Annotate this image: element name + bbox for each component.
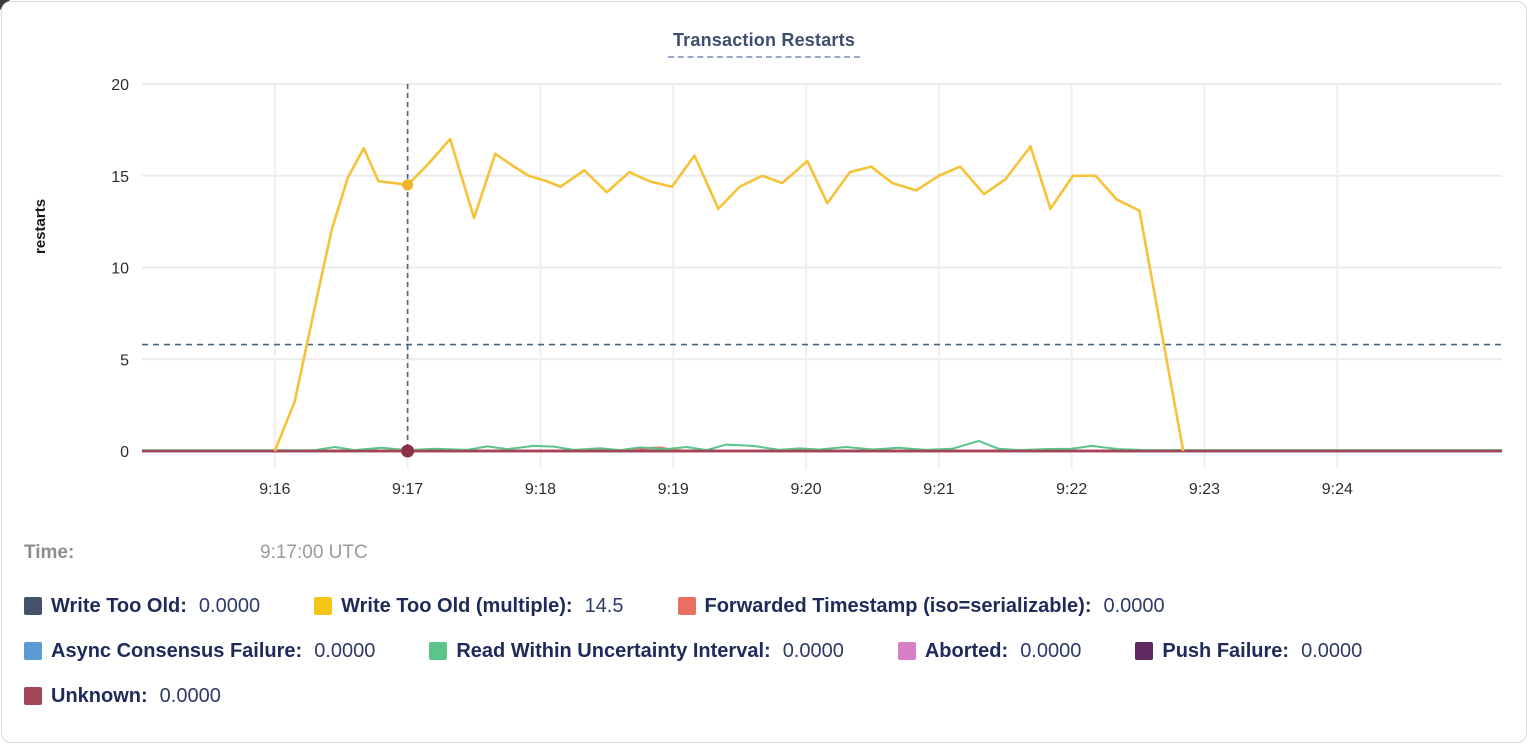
- x-tick-label: 9:19: [658, 481, 689, 498]
- legend-swatch-icon: [429, 642, 448, 660]
- y-axis-title: restarts: [32, 198, 49, 254]
- legend-label: Write Too Old (multiple):: [341, 594, 573, 617]
- legend-item[interactable]: Aborted: 0.0000: [897, 639, 1082, 663]
- legend-item[interactable]: Write Too Old: 0.0000: [24, 595, 260, 618]
- x-tick-label: 9:22: [1056, 481, 1087, 498]
- legend-label: Read Within Uncertainty Interval:: [456, 639, 771, 662]
- marker-dot: [401, 444, 415, 458]
- y-tick-label: 20: [111, 77, 129, 94]
- legend-value: 0.0000: [1301, 639, 1363, 662]
- y-tick-label: 15: [111, 169, 129, 186]
- legend-item[interactable]: Write Too Old (multiple): 14.5: [314, 594, 624, 618]
- legend-value: 0.0000: [1103, 594, 1165, 617]
- legend-value: 14.5: [584, 594, 624, 617]
- legend-value: 0.0000: [1020, 639, 1082, 662]
- legend-row: Write Too Old: 0.0000 Write Too Old (multi…: [24, 593, 1165, 619]
- x-tick-label: 9:18: [525, 481, 556, 498]
- series-line: [273, 137, 1185, 452]
- legend-item[interactable]: Push Failure: 0.0000: [1135, 640, 1362, 663]
- y-tick-label: 0: [120, 444, 129, 461]
- x-tick-label: 9:16: [259, 481, 290, 498]
- x-tick-label: 9:24: [1322, 481, 1353, 498]
- legend-swatch-icon: [24, 597, 42, 615]
- legend-label: Async Consensus Failure:: [51, 639, 303, 662]
- legend-label: Write Too Old:: [51, 594, 187, 617]
- chart-title[interactable]: Transaction Restarts: [667, 30, 861, 58]
- y-tick-label: 5: [120, 352, 129, 369]
- legend-item[interactable]: Forwarded Timestamp (iso=serializable): 0…: [677, 594, 1165, 618]
- legend-row: Async Consensus Failure: 0.0000 Read Withi…: [24, 638, 1362, 664]
- legend-item[interactable]: Read Within Uncertainty Interval: 0.0000: [429, 640, 844, 663]
- legend-label: Push Failure:: [1162, 639, 1290, 662]
- legend-value: 0.0000: [159, 684, 221, 707]
- series-line: [142, 439, 1502, 452]
- x-tick-label: 9:17: [392, 481, 423, 498]
- legend-swatch-icon: [1135, 642, 1154, 660]
- legend-label: Forwarded Timestamp (iso=serializable):: [704, 594, 1092, 617]
- legend-label: Unknown:: [51, 684, 148, 707]
- legend-item[interactable]: Unknown: 0.0000: [24, 685, 221, 708]
- legend-label: Aborted:: [924, 639, 1009, 662]
- legend-swatch-icon: [677, 597, 696, 615]
- legend-row: Unknown: 0.0000: [24, 683, 221, 709]
- legend-value: 0.0000: [782, 639, 844, 662]
- chart-svg[interactable]: 0 5 10 15 20 9:16 9:17 9:18 9:19 9:20 9:21 9:22 9:23…: [2, 2, 1528, 522]
- legend-value: 0.0000: [198, 594, 261, 617]
- legend-swatch-icon: [897, 642, 916, 660]
- legend-value: 0.0000: [314, 639, 376, 662]
- marker-dot: [402, 179, 414, 191]
- x-tick-label: 9:23: [1189, 481, 1220, 498]
- legend-swatch-icon: [24, 687, 42, 705]
- legend-item[interactable]: Async Consensus Failure: 0.0000: [24, 640, 375, 663]
- x-tick-label: 9:21: [923, 481, 954, 498]
- time-label: Time:: [24, 542, 75, 563]
- legend-swatch-icon: [24, 642, 42, 660]
- time-value: 9:17:00 UTC: [260, 542, 368, 563]
- hover-readout: Time: 9:17:00 UTC: [24, 542, 924, 564]
- legend-swatch-icon: [314, 597, 333, 615]
- y-tick-label: 10: [111, 261, 129, 278]
- x-tick-label: 9:20: [790, 481, 821, 498]
